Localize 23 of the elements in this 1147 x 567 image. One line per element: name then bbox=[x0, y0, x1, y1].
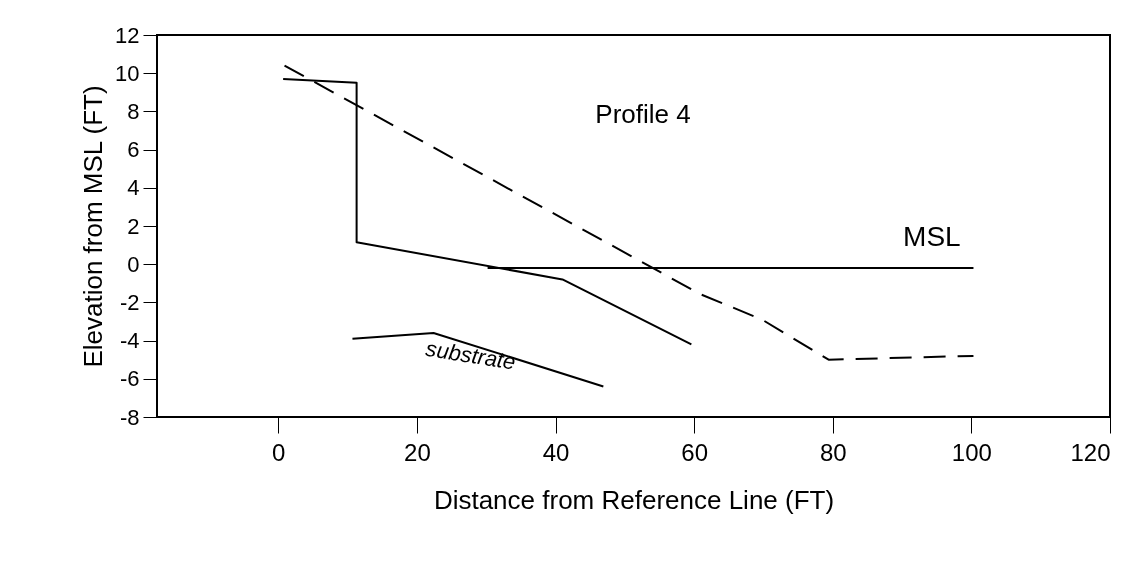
x-tick-label: 100 bbox=[951, 438, 992, 466]
y-tick-label: 8 bbox=[127, 98, 140, 124]
y-tick-label: -6 bbox=[119, 366, 140, 392]
x-tick-label: 120 bbox=[1070, 438, 1111, 466]
y-tick-label: 4 bbox=[127, 175, 140, 201]
y-tick-label: 2 bbox=[127, 213, 140, 239]
y-tick-label: 6 bbox=[127, 137, 140, 163]
y-tick-label: 10 bbox=[115, 60, 140, 86]
text: substrate bbox=[423, 335, 518, 375]
annotation: Profile 4 bbox=[595, 99, 691, 129]
x-tick-label: 40 bbox=[542, 438, 570, 466]
y-tick-label: -2 bbox=[119, 289, 140, 315]
y-tick-label: 0 bbox=[127, 251, 140, 277]
x-tick-label: 20 bbox=[404, 438, 431, 466]
series-label: MSL bbox=[903, 221, 961, 253]
y-tick-label: -4 bbox=[119, 328, 140, 354]
x-tick-label: 80 bbox=[819, 438, 847, 466]
x-tick-label: 60 bbox=[681, 438, 708, 466]
y-axis-title: Elevation from MSL (FT) bbox=[78, 85, 109, 368]
y-tick-label: 12 bbox=[115, 22, 140, 48]
x-tick-label: 0 bbox=[272, 438, 286, 466]
y-tick-label: -8 bbox=[119, 404, 140, 430]
x-axis-title: Distance from Reference Line (FT) bbox=[433, 484, 835, 515]
